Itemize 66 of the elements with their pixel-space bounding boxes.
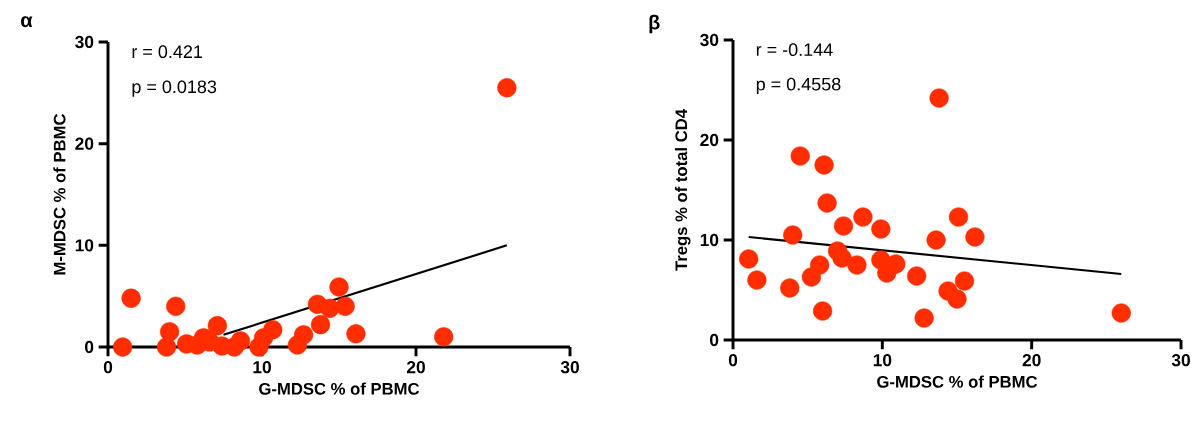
point (871, 219, 891, 239)
point (739, 249, 759, 269)
point (113, 337, 133, 357)
point (497, 78, 517, 98)
point (263, 320, 283, 340)
point (156, 337, 177, 357)
point (833, 216, 854, 236)
y-tick-label: 20 (700, 133, 719, 147)
y-tick-label: 0 (85, 340, 94, 354)
x-tick-label: 0 (103, 361, 113, 374)
point (166, 296, 186, 316)
x-tick-label: 20 (1022, 354, 1041, 367)
x-axis-title: G-MDSC % of PBMC (259, 382, 420, 395)
annotation: r = -0.144 (756, 43, 833, 56)
point (965, 227, 985, 247)
point (947, 289, 967, 309)
point (810, 255, 830, 275)
annotation: p = 0.4558 (756, 77, 841, 95)
point (929, 88, 949, 108)
point (329, 277, 349, 297)
y-tick-label: 30 (75, 35, 94, 49)
chart-title: α (21, 16, 33, 28)
y-tick-label: 30 (700, 33, 719, 47)
y-tick-label: 10 (700, 233, 719, 247)
point (747, 270, 767, 290)
point (121, 288, 141, 308)
point (293, 325, 314, 345)
annotation: p = 0.0183 (132, 80, 217, 97)
x-tick-label: 0 (728, 354, 738, 367)
x-tick-label: 10 (873, 354, 892, 367)
point (346, 324, 366, 344)
point (832, 248, 852, 268)
point (853, 207, 873, 227)
point (1111, 303, 1131, 323)
y-axis-title: M-MDSC % of PBMC (53, 113, 66, 275)
point (783, 225, 803, 245)
point (320, 298, 340, 318)
point (160, 322, 180, 342)
point (814, 155, 834, 175)
point (434, 327, 454, 347)
point (310, 315, 331, 335)
y-tick-label: 0 (710, 333, 719, 347)
y-tick-label: 20 (75, 137, 94, 150)
point (907, 266, 927, 286)
x-tick-label: 20 (406, 361, 425, 374)
point (954, 271, 975, 291)
point (926, 230, 946, 250)
point (847, 255, 867, 275)
point (813, 301, 833, 321)
point (230, 331, 251, 351)
point (780, 278, 800, 298)
point (817, 193, 837, 213)
point (914, 308, 934, 328)
x-tick-label: 30 (560, 361, 579, 374)
x-tick-label: 30 (1171, 354, 1190, 367)
point (335, 296, 355, 316)
y-axis-title: Tregs % of total CD4 (674, 109, 691, 271)
chart-title: β (649, 14, 660, 34)
annotation: r = 0.421 (132, 45, 203, 59)
y-tick-label: 10 (75, 239, 94, 252)
point (207, 316, 227, 336)
x-axis-title: G-MDSC % of PBMC (877, 375, 1038, 388)
point (948, 207, 969, 227)
point (886, 254, 906, 274)
x-tick-label: 10 (253, 361, 271, 374)
point (790, 146, 810, 166)
